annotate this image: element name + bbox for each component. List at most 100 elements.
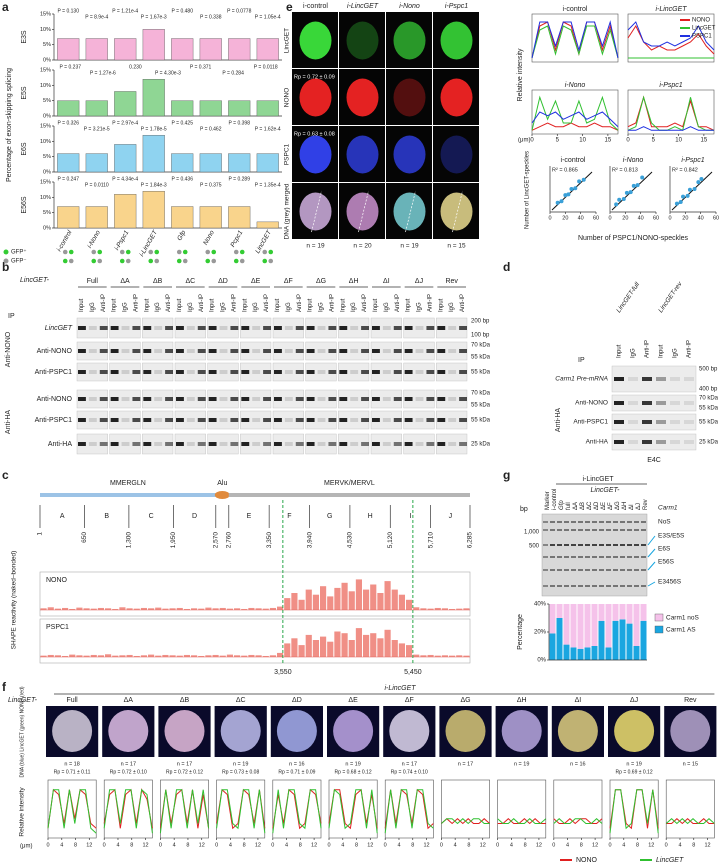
gel-band	[543, 529, 548, 531]
lane-label: Anti-IP	[687, 340, 693, 358]
row-label: Carm1 Pre-mRNA	[555, 376, 608, 383]
x-tick-label: 12	[536, 842, 542, 848]
blot	[174, 341, 206, 361]
profile-line	[358, 190, 369, 233]
y-axis-label: SHAPE reactivity (naked–bonded)	[11, 551, 18, 650]
blot	[611, 394, 697, 412]
panel-letter: g	[503, 468, 510, 482]
lane-label: ΔF	[608, 502, 614, 510]
x-tick-label: 0	[668, 215, 671, 221]
reactivity-bar	[341, 633, 348, 657]
reactivity-bar	[226, 608, 233, 610]
band	[121, 442, 130, 446]
band	[328, 397, 337, 401]
band	[121, 397, 130, 401]
reactivity-bar	[377, 593, 384, 610]
x-tick-label: 4	[173, 842, 176, 848]
plot-frame	[609, 779, 659, 839]
bar	[626, 623, 633, 660]
prefix-label: LincGET-	[8, 697, 38, 704]
bar	[577, 604, 584, 649]
nucleus	[445, 710, 486, 752]
reactivity-bar	[212, 608, 219, 610]
gel-band	[543, 556, 548, 558]
group-label: LincGET-rev	[657, 280, 684, 314]
bar	[570, 604, 577, 648]
gel-band	[613, 556, 618, 558]
p-value: P = 0.480	[172, 8, 194, 14]
nucleus	[557, 710, 598, 752]
band	[448, 397, 457, 401]
band	[208, 397, 217, 401]
band	[88, 326, 97, 330]
marker-label: 200 bp	[471, 319, 490, 325]
reactivity-bar	[169, 608, 176, 610]
band	[154, 370, 163, 374]
band	[448, 326, 457, 330]
nucleus	[670, 710, 711, 752]
band	[197, 349, 206, 353]
band	[274, 418, 282, 422]
lane-label: IgG	[253, 302, 259, 312]
band	[241, 349, 250, 353]
scatter-point	[563, 193, 568, 198]
band	[295, 418, 304, 422]
nucleus	[346, 21, 379, 60]
band	[241, 326, 250, 330]
gel-band	[564, 585, 569, 587]
band	[132, 349, 141, 353]
gel-band	[557, 529, 562, 531]
band	[437, 349, 446, 353]
n-label: n = 18	[64, 761, 79, 767]
band	[219, 418, 228, 422]
gel-band	[592, 529, 597, 531]
lane-label: Anti-IP	[362, 294, 368, 312]
gel-band	[620, 521, 625, 523]
x-tick-label: 40	[638, 215, 644, 221]
gel-band	[599, 521, 604, 523]
band	[459, 418, 467, 422]
indicator-dot	[268, 249, 274, 255]
band	[306, 370, 315, 374]
x-tick-label: 0	[548, 215, 551, 221]
gel-band	[641, 521, 646, 523]
band	[306, 442, 315, 446]
band	[154, 397, 163, 401]
marker-label: 25 kDa	[699, 440, 719, 446]
band-arrow	[647, 535, 656, 546]
gel-band	[543, 569, 548, 571]
group-label: ΔE	[251, 278, 261, 285]
band	[350, 370, 359, 374]
lane-label: Anti-IP	[460, 294, 466, 312]
scatter-point	[674, 201, 679, 206]
band	[415, 370, 424, 374]
reactivity-bar	[320, 636, 327, 657]
y-tick-label: 10%	[40, 83, 51, 89]
reactivity-bar	[312, 594, 319, 610]
reactivity-bar	[320, 586, 327, 610]
x-tick-label: 12	[142, 842, 148, 848]
marker-label: 55 kDa	[699, 406, 719, 412]
band	[372, 370, 380, 374]
band	[219, 349, 228, 353]
track-frame	[39, 618, 471, 664]
plot-frame	[272, 779, 322, 839]
band-arrow	[647, 548, 656, 558]
x-tick-label: 0	[608, 842, 611, 848]
band	[274, 370, 282, 374]
band	[459, 397, 467, 401]
gel-band	[634, 521, 639, 523]
plot-title: i-Pspc1	[681, 157, 704, 164]
x-tick-label: 8	[580, 842, 583, 848]
reactivity-bar	[47, 654, 54, 657]
band	[88, 442, 97, 446]
profile-line	[553, 818, 603, 824]
gel-band	[634, 556, 639, 558]
band	[284, 442, 293, 446]
legend-dot	[3, 258, 9, 264]
lane-label: Input	[112, 298, 118, 312]
domain-label: MERVK/MERVL	[324, 480, 375, 487]
lane-label: IgG	[319, 302, 325, 312]
domain	[214, 491, 230, 499]
